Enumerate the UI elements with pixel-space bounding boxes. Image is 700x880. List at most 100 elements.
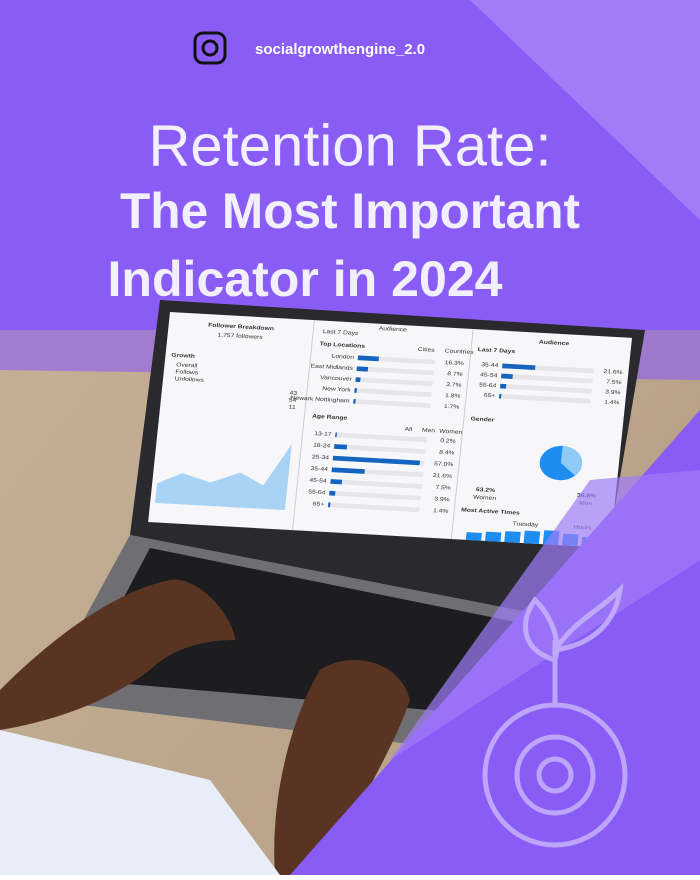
location-bar — [357, 355, 380, 362]
panel-header: Audience — [539, 339, 571, 347]
right-age-track — [500, 373, 593, 384]
age-bar — [331, 467, 365, 474]
logo — [482, 582, 628, 848]
age-bar — [332, 455, 421, 466]
section-title: Most Active Times — [461, 507, 521, 517]
location-bar — [353, 398, 356, 404]
age-label: 55-64 — [308, 489, 326, 496]
instagram-icon-lens — [201, 39, 219, 57]
right-age-track — [498, 393, 591, 404]
hour-bar — [485, 531, 502, 542]
divider — [292, 320, 315, 531]
women-value: 63.2% — [476, 487, 496, 494]
age-track — [327, 502, 420, 513]
location-track — [354, 388, 432, 398]
location-label: New York — [322, 386, 352, 394]
accent-triangle — [470, 0, 700, 220]
headline-line1: Retention Rate: — [148, 113, 551, 178]
right-age-value: 7.5% — [606, 379, 623, 386]
right-age-bar — [498, 393, 502, 399]
tab: Women — [439, 428, 463, 436]
age-bar — [330, 479, 343, 485]
right-age-bar — [502, 363, 536, 371]
right-age-label: 45-54 — [480, 372, 498, 379]
legend-item: Follows — [175, 369, 198, 376]
location-label: Newark Nottingham — [290, 395, 350, 405]
right-age-value: 21.6% — [603, 369, 623, 376]
location-value: 1.8% — [445, 393, 462, 400]
age-label: 65+ — [312, 501, 325, 508]
section-title: Growth — [171, 352, 195, 360]
age-track — [333, 444, 426, 454]
section-title: Gender — [470, 416, 495, 424]
location-value: 16.3% — [444, 360, 464, 367]
age-track — [335, 432, 428, 443]
location-value: 1.7% — [444, 403, 461, 410]
age-label: 45-54 — [309, 477, 327, 484]
light-shape — [0, 730, 280, 875]
location-label: Vancouver — [320, 375, 352, 383]
instagram-icon — [193, 31, 227, 65]
age-label: 35-44 — [310, 466, 328, 473]
age-value: 1.4% — [433, 508, 450, 515]
hour-bar — [465, 532, 482, 541]
tab: Men — [422, 427, 436, 434]
gender-pie-slice — [560, 445, 583, 476]
location-track — [356, 366, 435, 376]
age-label: 25-34 — [312, 454, 330, 461]
left-hand — [0, 579, 235, 730]
hour-bar — [504, 531, 521, 543]
age-value: 3.9% — [434, 496, 451, 503]
age-value: 7.5% — [435, 484, 452, 491]
handle: socialgrowthengine_2.0 — [255, 41, 425, 58]
period: Last 7 Days — [477, 347, 516, 355]
period: Last 7 Days — [323, 329, 359, 337]
tab: Cities — [417, 346, 434, 353]
hour-bar — [523, 530, 541, 544]
age-label: 13-17 — [314, 431, 332, 438]
location-label: London — [331, 353, 355, 360]
count: 54 — [289, 397, 298, 404]
age-track — [330, 479, 423, 489]
age-value: 21.6% — [433, 472, 453, 479]
age-bar — [333, 444, 348, 450]
age-value: 8.4% — [439, 449, 456, 456]
count: 43 — [289, 390, 298, 397]
location-bar — [355, 377, 361, 383]
right-hand — [274, 660, 410, 875]
legend-item: Unfollows — [174, 376, 204, 384]
age-bar — [335, 432, 338, 438]
divider — [450, 328, 474, 540]
tab: Countries — [444, 348, 473, 356]
age-value: 57.0% — [434, 461, 454, 468]
panel-subtitle: 1,757 followers — [217, 332, 263, 341]
section-title: Age Range — [312, 413, 348, 421]
right-age-label: 35-44 — [481, 362, 499, 369]
age-value: 0.2% — [440, 438, 457, 445]
age-bar — [327, 502, 331, 508]
panel-header: Audience — [378, 325, 407, 333]
day-label: Tuesday — [512, 521, 539, 529]
right-age-bar — [499, 383, 507, 389]
headline-line3: Indicator in 2024 — [108, 251, 503, 307]
tab: All — [404, 426, 412, 433]
section-title: Top Locations — [319, 341, 366, 350]
screen-bg — [148, 312, 633, 548]
women-label: Women — [473, 494, 497, 502]
headline-line2: The Most Important — [120, 183, 580, 239]
count: 11 — [288, 404, 296, 411]
location-label: East Midlands — [310, 363, 353, 372]
growth-area — [154, 444, 292, 511]
age-track — [329, 490, 421, 501]
location-track — [353, 398, 431, 408]
location-value: 8.7% — [447, 371, 464, 378]
location-bar — [354, 388, 358, 393]
right-age-value: 1.4% — [604, 399, 621, 406]
panel-title: Follower Breakdown — [208, 322, 275, 332]
location-track — [355, 377, 433, 387]
right-age-label: 55-64 — [479, 382, 497, 389]
location-bar — [356, 366, 369, 372]
